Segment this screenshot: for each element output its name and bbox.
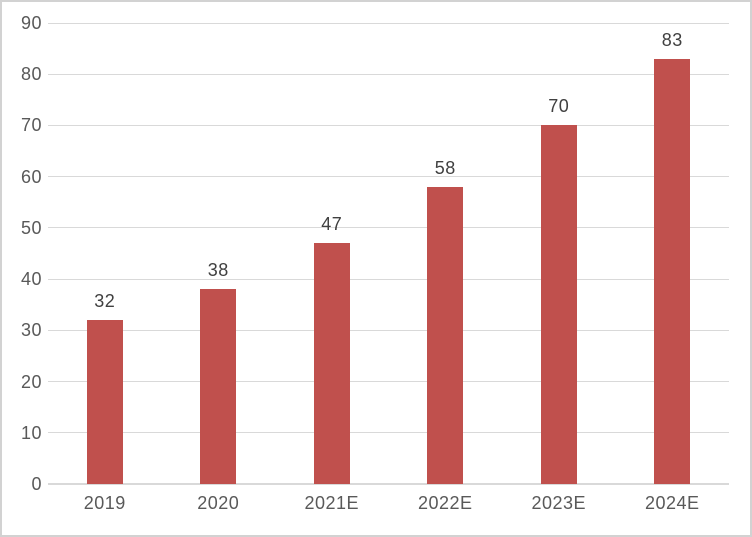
bar-value-label: 38 xyxy=(207,260,229,281)
bar xyxy=(200,289,237,484)
gridline xyxy=(48,227,729,229)
y-tick-label: 70 xyxy=(20,115,42,136)
y-tick-label: 0 xyxy=(31,474,42,494)
bar-value-label: 32 xyxy=(94,291,116,312)
x-tick-label: 2020 xyxy=(197,493,240,513)
bar-value-label: 47 xyxy=(321,214,343,235)
bar xyxy=(427,186,464,484)
y-tick-label: 90 xyxy=(20,13,42,33)
gridline xyxy=(48,73,729,75)
x-tick-label: 2021E xyxy=(304,493,360,513)
gridline xyxy=(48,176,729,178)
bar xyxy=(654,58,691,484)
gridline xyxy=(48,381,729,383)
x-tick-label: 2023E xyxy=(531,493,587,513)
x-tick-label: 2024E xyxy=(644,493,700,513)
gridline xyxy=(48,22,729,24)
y-tick-label: 60 xyxy=(20,166,42,187)
bar xyxy=(540,125,577,484)
bar xyxy=(86,320,123,484)
gridline xyxy=(48,329,729,331)
x-tick-label: 2022E xyxy=(417,493,473,513)
bar-value-label: 83 xyxy=(661,29,683,50)
gridline xyxy=(48,124,729,126)
gridline xyxy=(48,432,729,434)
y-tick-label: 50 xyxy=(20,217,42,238)
x-axis-line xyxy=(48,483,729,485)
x-tick-label: 2019 xyxy=(83,493,126,513)
y-tick-label: 10 xyxy=(20,422,42,443)
bar-value-label: 70 xyxy=(548,96,570,117)
y-tick-label: 20 xyxy=(20,371,42,392)
y-tick-label: 80 xyxy=(20,64,42,85)
bar-value-label: 58 xyxy=(434,157,456,178)
gridline xyxy=(48,278,729,280)
y-tick-label: 30 xyxy=(20,320,42,341)
bar xyxy=(313,243,350,484)
y-tick-label: 40 xyxy=(20,269,42,290)
